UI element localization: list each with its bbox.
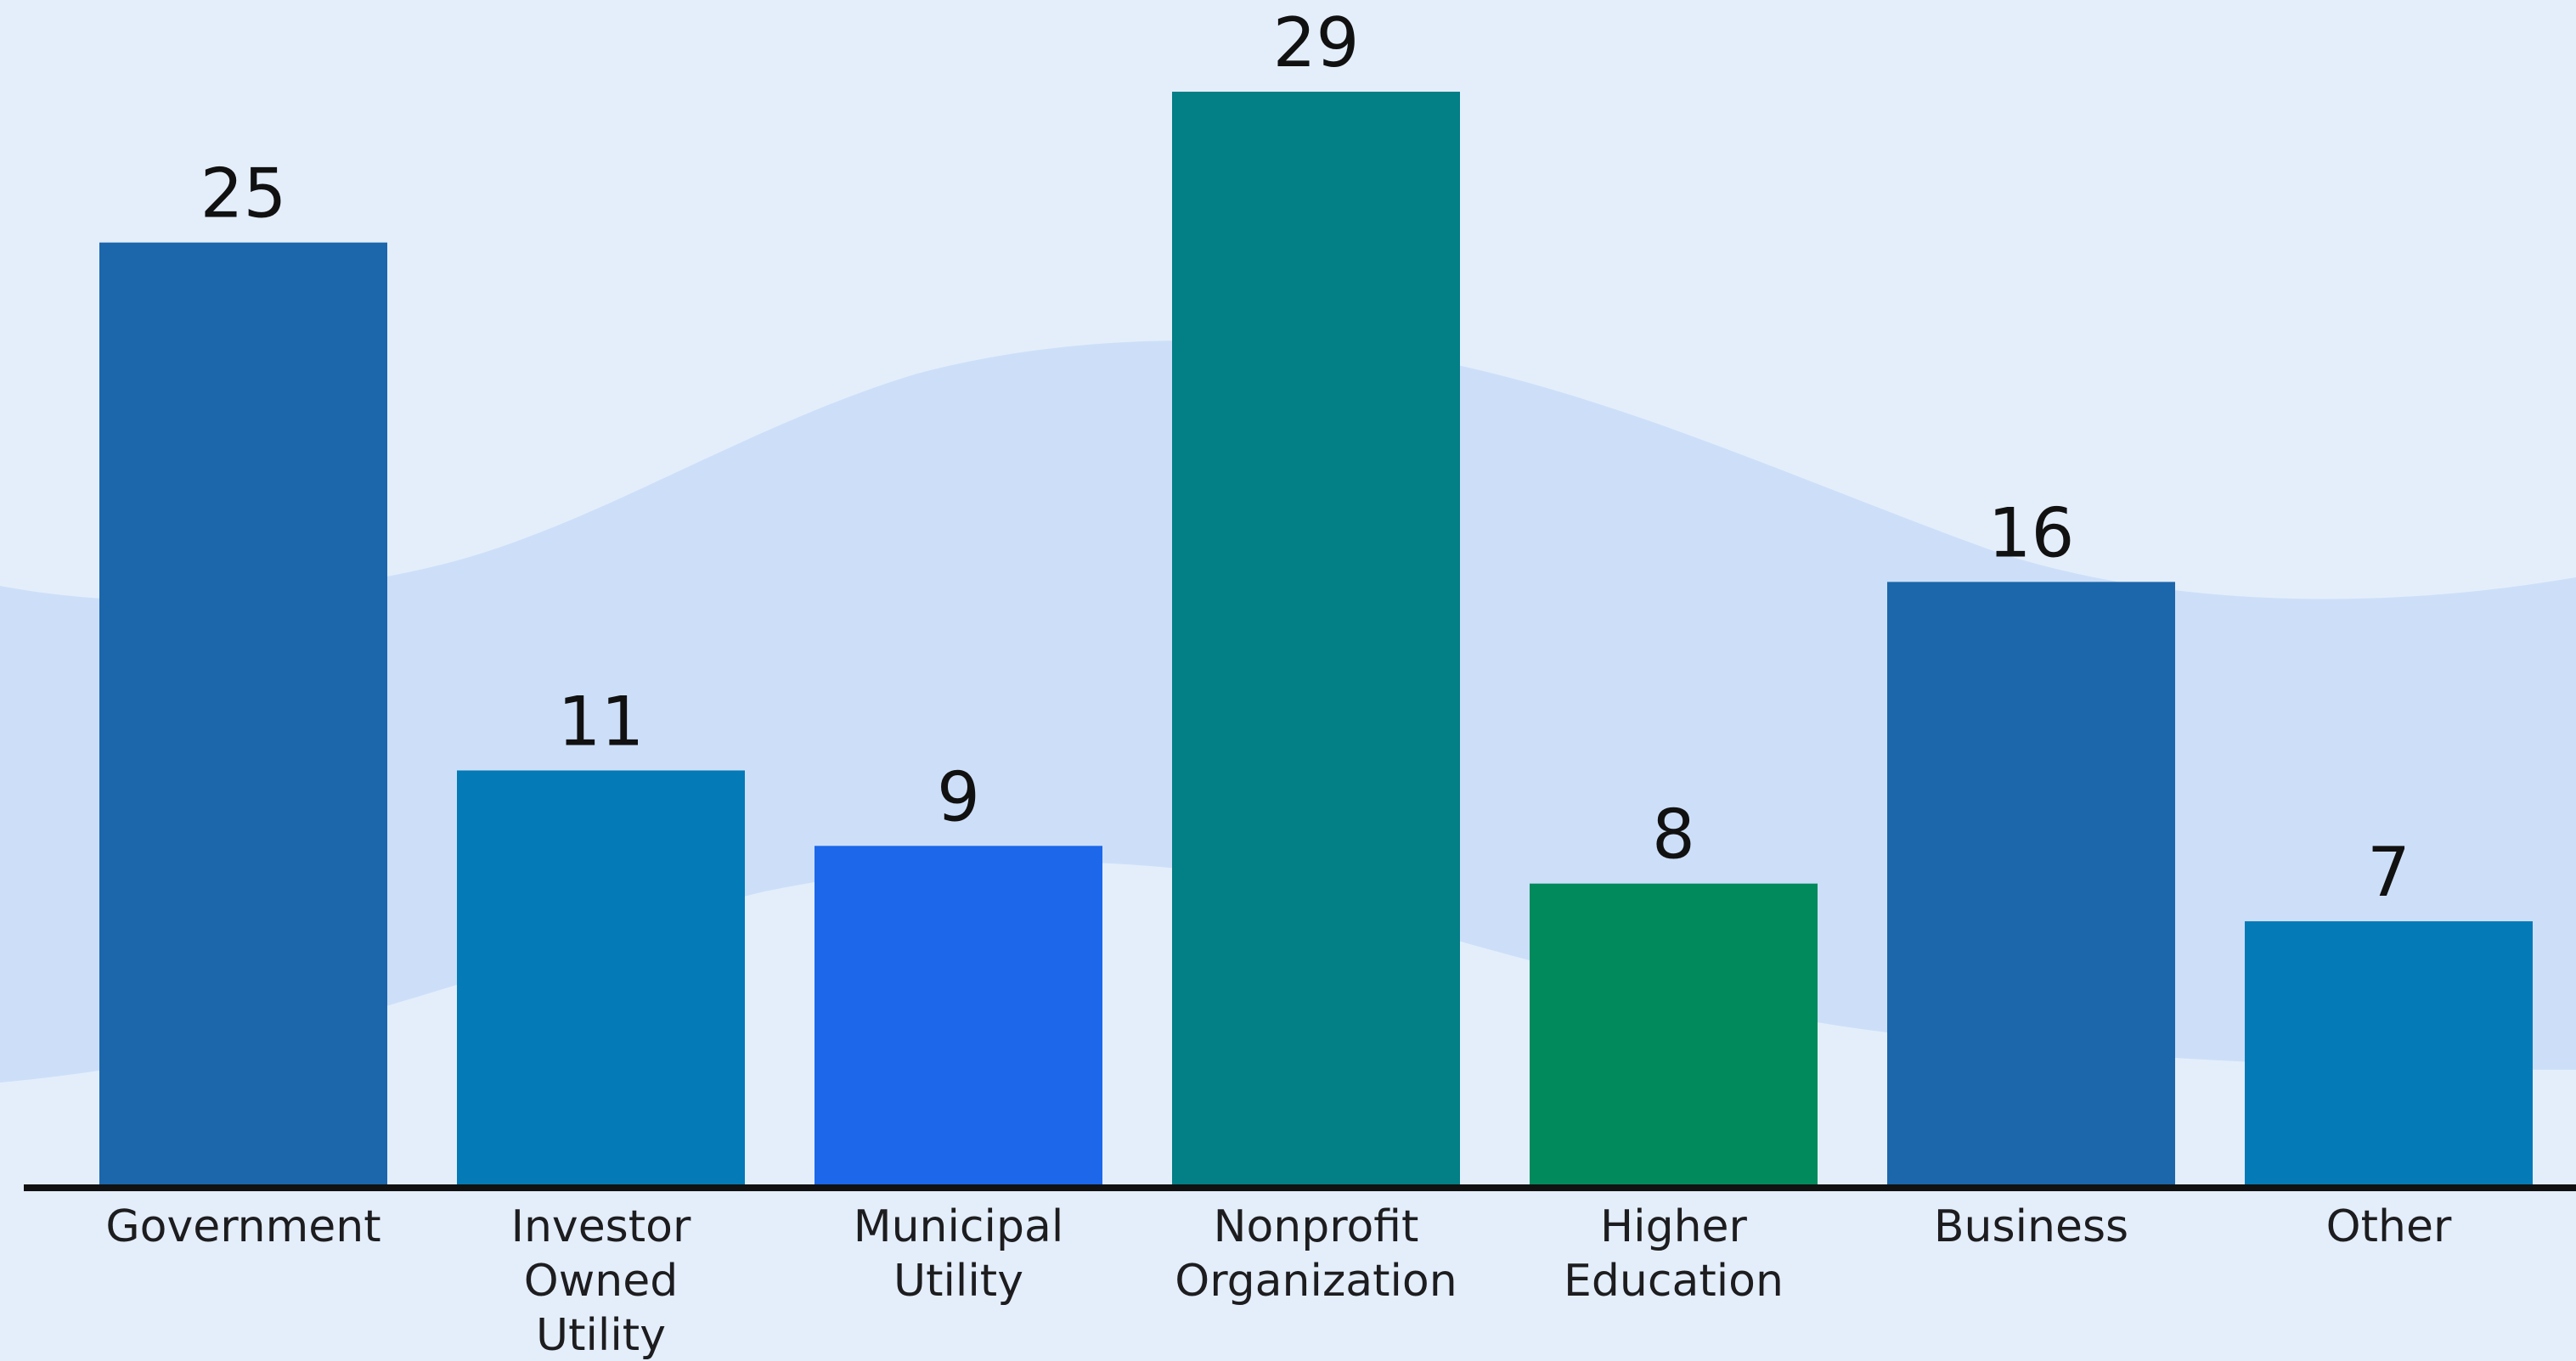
category-label-0: Government <box>105 1201 380 1252</box>
bar-3 <box>1172 92 1460 1185</box>
category-label-6: Other <box>2326 1201 2452 1252</box>
category-label-line: Government <box>105 1201 380 1252</box>
value-label-5: 16 <box>1988 493 2075 572</box>
category-label-line: Municipal <box>854 1201 1064 1252</box>
category-label-line: Organization <box>1175 1256 1457 1307</box>
category-label-line: Investor <box>511 1201 691 1252</box>
value-label-4: 8 <box>1652 796 1695 875</box>
category-label-line: Utility <box>893 1256 1023 1307</box>
value-label-3: 29 <box>1273 3 1360 82</box>
value-label-2: 9 <box>937 757 980 836</box>
bar-0 <box>99 243 387 1185</box>
category-label-1: Investor Owned Utility <box>511 1201 691 1361</box>
category-label-line: Business <box>1934 1201 2128 1252</box>
category-label-line: Higher <box>1600 1201 1748 1252</box>
category-label-line: Education <box>1564 1256 1784 1307</box>
category-label-line: Owned <box>524 1256 678 1307</box>
value-label-1: 11 <box>558 682 645 761</box>
bar-5 <box>1887 582 2175 1185</box>
category-label-5: Business <box>1934 1201 2128 1252</box>
category-label-line: Utility <box>536 1310 666 1361</box>
category-label-line: Other <box>2326 1201 2452 1252</box>
bar-2 <box>815 846 1102 1185</box>
bar-1 <box>457 770 745 1185</box>
value-label-0: 25 <box>200 155 287 233</box>
bar-6 <box>2245 921 2533 1185</box>
value-label-6: 7 <box>2367 833 2410 912</box>
category-label-line: Nonprofit <box>1214 1201 1419 1252</box>
bar-4 <box>1530 884 1818 1185</box>
